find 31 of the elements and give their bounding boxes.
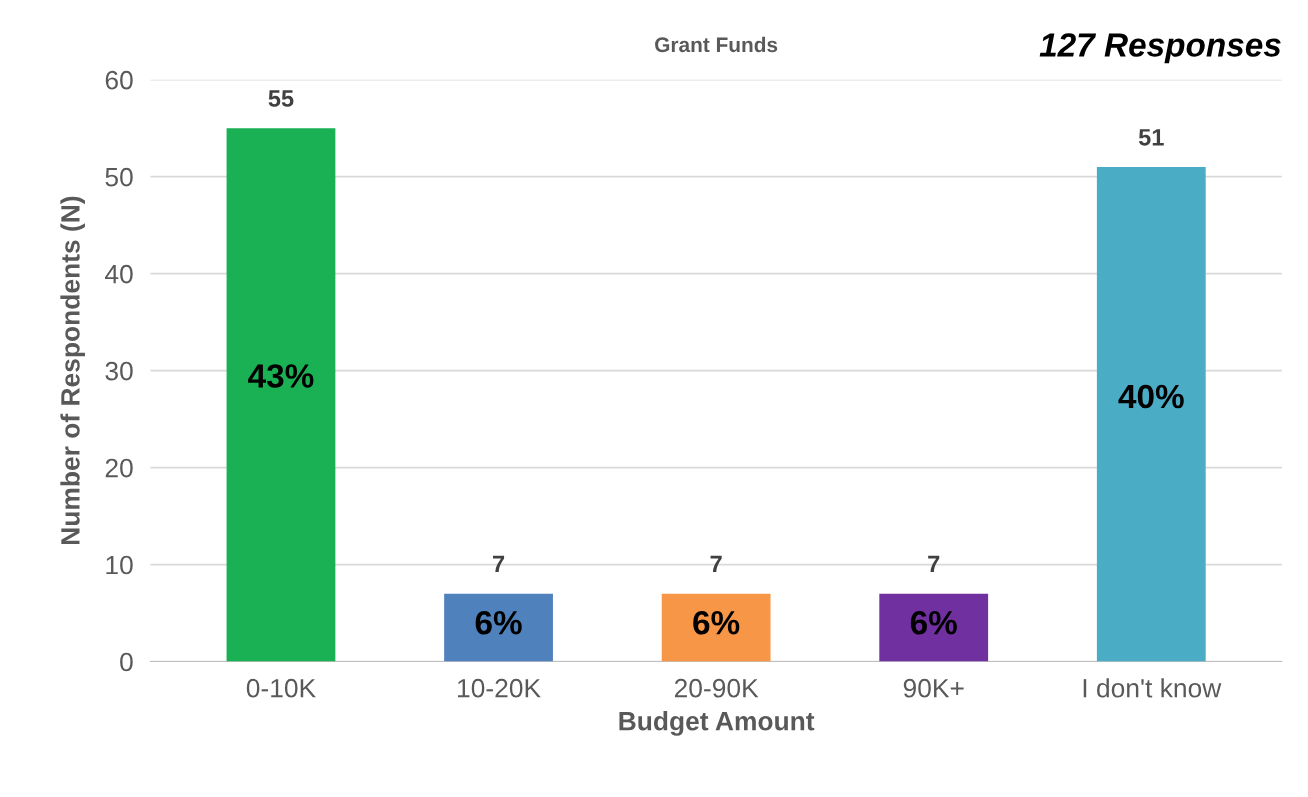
chart-title: Grant Funds [655, 36, 778, 53]
y-tick-label: 60 [105, 70, 133, 90]
bar [661, 593, 771, 662]
y-axis-title: Number of Respondents (N) [60, 196, 85, 545]
data-label: 7 [928, 555, 940, 573]
x-tick-label: 90K+ [903, 678, 964, 698]
bar [1096, 166, 1206, 662]
annotation: 40% [1118, 384, 1184, 409]
y-tick-label: 20 [105, 458, 133, 478]
y-tick-label: 10 [106, 555, 133, 575]
x-tick-label: I don't know [1083, 678, 1222, 698]
x-axis-title: Budget Amount [619, 711, 815, 736]
y-tick-label: 0 [120, 652, 133, 672]
annotation: 43% [248, 364, 314, 388]
y-tick-label: 50 [105, 167, 133, 187]
data-label: 7 [710, 555, 722, 573]
y-tick-label: 30 [105, 361, 133, 381]
annotation: 6% [475, 610, 522, 635]
text: 127 Responses [1039, 33, 1281, 64]
bar [226, 128, 336, 662]
bar [444, 593, 553, 662]
x-tick-label: 0-10K [246, 678, 316, 698]
annotation: 6% [910, 610, 957, 635]
bar [879, 593, 989, 662]
x-tick-label: 20-90K [674, 678, 759, 698]
x-tick-label: 10-20K [458, 678, 541, 698]
y-tick-label: 40 [105, 264, 133, 284]
data-label: 51 [1138, 129, 1164, 146]
data-label: 7 [493, 555, 505, 573]
data-label: 55 [268, 90, 294, 107]
annotation: 6% [693, 610, 740, 635]
